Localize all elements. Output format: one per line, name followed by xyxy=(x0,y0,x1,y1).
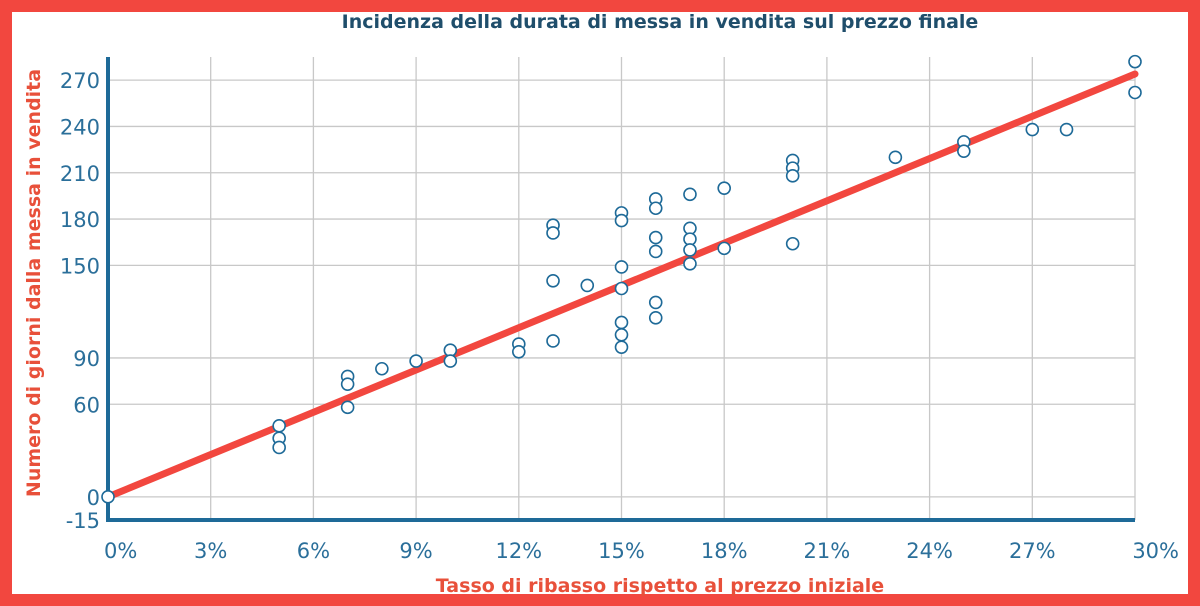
data-point xyxy=(717,181,732,195)
y-tick-label: 90 xyxy=(73,347,100,371)
data-point xyxy=(546,273,560,288)
data-point xyxy=(614,340,629,354)
y-tick-label: 210 xyxy=(60,162,100,186)
data-point xyxy=(648,295,663,310)
data-point xyxy=(340,400,355,415)
data-point xyxy=(683,257,697,271)
data-point xyxy=(683,243,697,257)
data-point xyxy=(785,169,800,183)
x-tick-label: 6% xyxy=(297,539,330,563)
data-point xyxy=(717,241,732,256)
x-tick-label: 18% xyxy=(701,539,748,563)
y-axis-label: Numero di giorni dalla messa in vendita xyxy=(23,69,45,497)
y-tick-label: 180 xyxy=(60,208,100,232)
data-point xyxy=(614,213,629,228)
data-point xyxy=(614,281,629,296)
x-axis-label: Tasso di ribasso rispetto al prezzo iniz… xyxy=(436,575,884,597)
x-tick-label: 0% xyxy=(104,539,137,563)
points-layer xyxy=(101,54,1142,504)
data-point xyxy=(785,236,800,251)
data-point xyxy=(614,260,629,274)
chart-title: Incidenza della durata di messa in vendi… xyxy=(342,11,979,33)
data-point xyxy=(511,344,526,359)
data-point xyxy=(1059,122,1074,137)
y-tick-labels: -150 60 90 150 180 210 240 270 xyxy=(60,69,100,533)
data-point xyxy=(888,150,903,165)
data-point xyxy=(443,354,458,368)
x-tick-label: 15% xyxy=(598,539,645,563)
data-point xyxy=(580,278,595,293)
data-point xyxy=(683,187,697,202)
data-point xyxy=(1025,122,1040,137)
data-point xyxy=(546,334,560,348)
x-tick-label: 3% xyxy=(194,539,227,563)
data-point xyxy=(409,354,423,368)
data-point xyxy=(375,361,389,376)
data-point xyxy=(648,230,663,245)
data-point xyxy=(1128,85,1142,100)
data-point xyxy=(614,315,629,330)
x-tick-label: 9% xyxy=(399,539,432,563)
data-point xyxy=(614,327,629,342)
x-tick-label: 24% xyxy=(906,539,953,563)
data-point xyxy=(546,226,560,240)
data-point xyxy=(272,440,286,455)
y-tick-label: 270 xyxy=(60,69,100,93)
x-tick-labels: 0% 3% 6% 9% 12% 15% 18% 21% 24% 27% 30% xyxy=(104,539,1179,563)
y-tick-label: 60 xyxy=(73,393,100,417)
y-tick-label: 150 xyxy=(60,254,100,278)
y-tick-label: 0 xyxy=(87,486,100,510)
data-point xyxy=(957,144,971,158)
data-point xyxy=(648,201,663,216)
y-tick-label: -15 xyxy=(66,509,100,533)
data-point xyxy=(648,244,663,259)
vertical-gridlines xyxy=(210,57,1136,520)
x-tick-label: 12% xyxy=(495,539,542,563)
y-tick-label: 240 xyxy=(60,115,100,139)
x-tick-label: 27% xyxy=(1009,539,1056,563)
data-point xyxy=(272,419,286,433)
data-point xyxy=(101,490,115,504)
data-point xyxy=(648,311,663,325)
x-tick-label: 30% xyxy=(1132,539,1179,563)
x-tick-label: 21% xyxy=(804,539,851,563)
data-point xyxy=(1128,54,1142,69)
data-point xyxy=(340,377,355,391)
